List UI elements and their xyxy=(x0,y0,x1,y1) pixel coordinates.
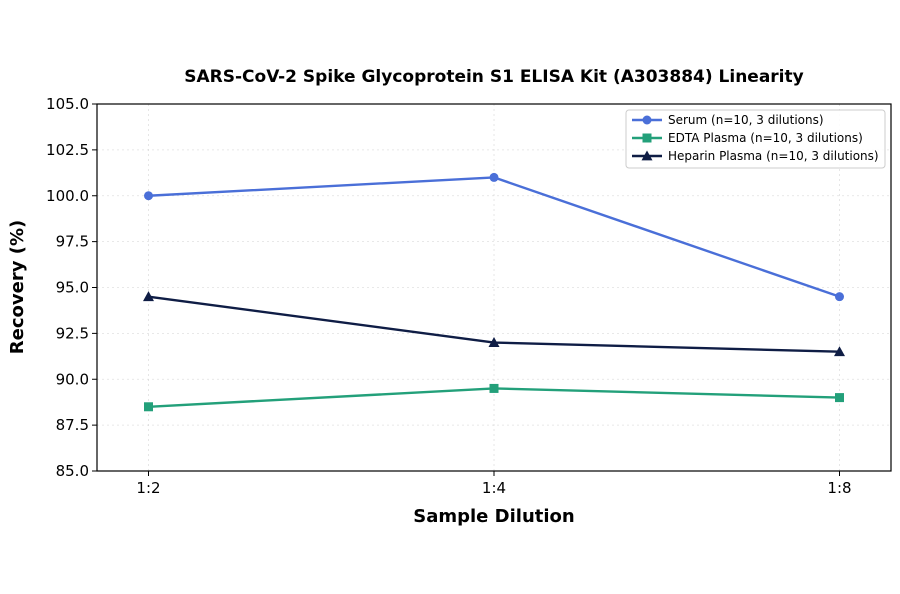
data-point xyxy=(835,292,844,302)
y-tick-label: 85.0 xyxy=(56,462,89,480)
y-axis-label: Recovery (%) xyxy=(7,220,28,354)
legend-swatch-marker xyxy=(642,133,652,143)
data-point xyxy=(144,191,153,201)
series-layer xyxy=(143,172,845,412)
y-tick-label: 102.5 xyxy=(46,141,89,159)
legend: Serum (n=10, 3 dilutions) EDTA Plasma (n=… xyxy=(625,109,886,169)
legend-box xyxy=(625,109,886,169)
series-circle xyxy=(144,172,844,302)
chart-title: SARS-CoV-2 Spike Glycoprotein S1 ELISA K… xyxy=(184,67,803,87)
x-tick-label: 1:4 xyxy=(482,479,506,497)
legend-label: Heparin Plasma (n=10, 3 dilutions) xyxy=(668,149,879,163)
y-tick-label: 90.0 xyxy=(56,370,89,388)
y-tick-label: 97.5 xyxy=(56,233,89,251)
y-tick-label: 105.0 xyxy=(46,95,89,113)
x-axis-label: Sample Dilution xyxy=(413,506,574,527)
legend-label: Serum (n=10, 3 dilutions) xyxy=(668,113,824,127)
series-square xyxy=(144,383,844,412)
legend-item: EDTA Plasma (n=10, 3 dilutions) xyxy=(632,131,863,145)
legend-item: Serum (n=10, 3 dilutions) xyxy=(632,113,824,127)
data-point xyxy=(488,337,500,347)
legend-item: Heparin Plasma (n=10, 3 dilutions) xyxy=(632,149,879,163)
data-point xyxy=(489,172,499,182)
data-point xyxy=(144,402,153,412)
x-tick-label: 1:8 xyxy=(827,479,851,497)
axis-ticks: 85.0 87.5 90.0 92.5 95.0 97.5 100.0 102.5 105.0 1… xyxy=(46,95,852,497)
data-point xyxy=(143,291,154,302)
legend-swatch-marker xyxy=(641,150,653,161)
series-triangle xyxy=(143,291,845,357)
y-tick-label: 87.5 xyxy=(56,416,89,434)
legend-swatch-marker xyxy=(642,115,652,125)
data-point xyxy=(834,346,845,357)
data-point xyxy=(489,383,499,393)
y-tick-label: 92.5 xyxy=(56,324,89,342)
y-tick-label: 100.0 xyxy=(46,187,89,205)
y-tick-label: 95.0 xyxy=(56,279,89,297)
data-point xyxy=(835,393,844,403)
x-tick-label: 1:2 xyxy=(136,479,160,497)
legend-label: EDTA Plasma (n=10, 3 dilutions) xyxy=(668,131,863,145)
